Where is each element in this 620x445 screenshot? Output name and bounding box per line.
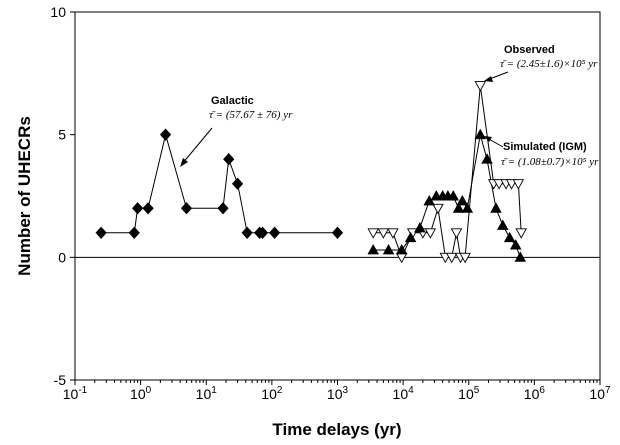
data-point	[515, 228, 527, 239]
data-point	[331, 226, 344, 239]
annotation-simulated-formula: τ̄ = (1.08±0.7)×10⁵ yr	[501, 156, 599, 168]
data-point	[459, 252, 471, 264]
data-point	[414, 221, 426, 233]
y-tick-label: 5	[58, 127, 66, 143]
data-point	[395, 244, 408, 255]
series-line	[101, 132, 338, 234]
x-tick-label: 107	[589, 385, 611, 402]
y-tick-label: 0	[58, 249, 66, 265]
data-point	[367, 228, 379, 239]
data-point	[231, 177, 244, 190]
data-point	[132, 202, 144, 215]
axis-ticks: 10-1 100 101 102 103 104 105 106 107 -5 0 5 10	[50, 4, 611, 402]
data-point	[445, 252, 458, 264]
annotation-observed-arrowhead	[484, 76, 493, 82]
data-point	[474, 128, 487, 140]
data-point	[493, 179, 505, 190]
data-point	[474, 81, 487, 92]
data-point	[241, 226, 253, 239]
data-point	[497, 219, 509, 230]
data-point	[456, 194, 469, 206]
data-point	[268, 226, 281, 239]
data-point	[387, 228, 399, 239]
data-point	[180, 202, 193, 215]
x-tick-label: 103	[327, 385, 349, 402]
series-markers	[95, 81, 527, 264]
y-tick-label: 10	[50, 4, 66, 20]
data-point	[447, 190, 459, 201]
data-point	[509, 239, 522, 250]
annotation-galactic-arrow	[181, 127, 213, 165]
annotation-galactic-arrowhead	[180, 158, 188, 167]
y-tick-label: -5	[54, 372, 67, 388]
data-point	[450, 228, 463, 239]
x-tick-label: 104	[393, 385, 415, 402]
data-point	[404, 231, 417, 243]
data-point	[452, 202, 465, 213]
data-point	[95, 226, 107, 239]
x-axis-title: Time delays (yr)	[272, 420, 401, 439]
data-point	[481, 153, 493, 164]
data-point	[382, 244, 395, 255]
data-point	[256, 226, 269, 239]
data-point	[424, 228, 437, 239]
data-point	[377, 228, 390, 239]
data-point	[461, 202, 474, 213]
data-point	[432, 203, 444, 215]
data-point	[367, 244, 379, 255]
y-axis-title: Number of UHECRs	[15, 116, 34, 276]
annotation-observed-formula: τ̄ = (2.45±1.6)×10⁵ yr	[500, 58, 598, 70]
x-tick-label: 105	[458, 385, 480, 402]
data-point	[217, 202, 229, 215]
data-point	[142, 202, 154, 215]
annotation-galactic-formula: τ̄ = (57.67 ± 76) yr	[209, 109, 293, 121]
annotation-simulated-arrowhead	[484, 136, 492, 142]
data-point	[159, 128, 172, 141]
annotation-galactic-title: Galactic	[211, 95, 254, 107]
x-tick-label: 102	[261, 385, 283, 402]
annotation-simulated-title: Simulated (IGM)	[503, 141, 587, 153]
data-point	[128, 226, 140, 239]
x-tick-label: 100	[130, 385, 152, 402]
data-point	[512, 179, 525, 190]
data-point	[503, 231, 516, 243]
data-point	[514, 251, 527, 262]
annotation-observed-title: Observed	[504, 44, 555, 56]
x-tick-label: 10-1	[63, 385, 88, 402]
data-point	[490, 202, 502, 213]
x-tick-label: 106	[524, 385, 546, 402]
x-tick-label: 101	[196, 385, 218, 402]
data-point	[223, 153, 235, 166]
